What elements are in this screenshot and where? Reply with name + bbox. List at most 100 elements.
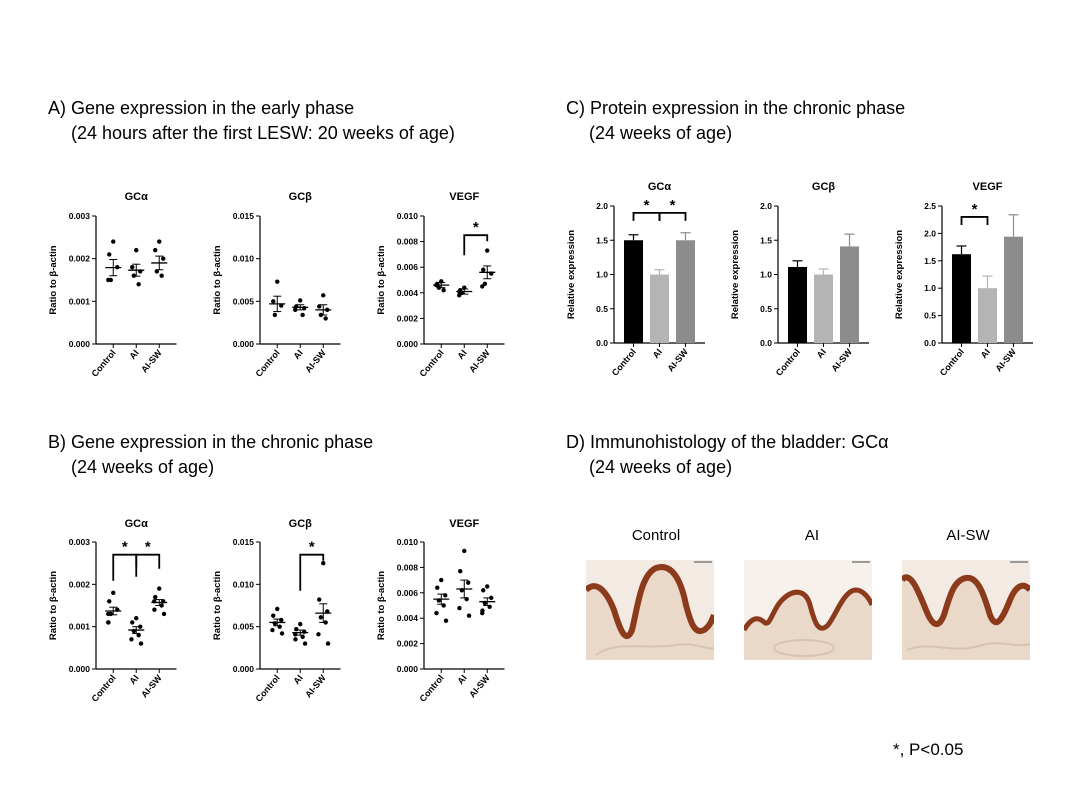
significance-bracket — [112, 553, 138, 581]
y-axis-label: Ratio to β-actin — [212, 571, 223, 640]
y-tick-label: 2.0 — [596, 201, 608, 211]
y-tick-label: 0.003 — [69, 211, 91, 221]
histology-drawing-ai — [744, 560, 872, 660]
y-axis-label: Ratio to β-actin — [48, 245, 59, 314]
significance-bracket — [299, 553, 325, 591]
data-point — [316, 632, 321, 637]
y-axis-label: Relative expression — [894, 230, 905, 319]
x-tick-label: AI-SW — [829, 346, 854, 373]
bar — [788, 266, 807, 343]
data-point — [457, 605, 462, 611]
y-tick-label: 0.000 — [69, 664, 91, 674]
y-tick-label: 1.0 — [760, 270, 772, 280]
data-point — [134, 616, 139, 621]
data-point — [138, 641, 144, 646]
chart-c-vegf: VEGF Relative expression 0.0 0.5 1.0 1.5 2.0 2.… — [894, 181, 1033, 378]
x-tick-label: Control — [90, 673, 118, 704]
data-point — [157, 239, 162, 244]
data-point — [271, 613, 276, 618]
y-tick-label: 0.008 — [397, 562, 419, 572]
x-tick-label: AI — [127, 348, 140, 361]
y-tick-label: 0.0 — [596, 338, 608, 348]
histology-label-control: Control — [631, 527, 681, 544]
y-axis-label: Relative expression — [566, 230, 577, 319]
y-tick-label: 0.002 — [69, 579, 91, 589]
bar — [650, 274, 669, 343]
chart-c-gcb: GCβ Relative expression 0.0 0.5 1.0 1.5 2.0 Con… — [730, 181, 869, 378]
y-tick-label: 0.5 — [596, 304, 608, 314]
bar — [840, 246, 859, 343]
data-point — [318, 615, 324, 620]
x-tick-label: Control — [418, 673, 446, 704]
data-point — [272, 312, 278, 318]
data-point — [435, 585, 440, 590]
section-c-line2: (24 weeks of age) — [589, 123, 733, 143]
data-point — [130, 265, 135, 270]
y-tick-label: 0.004 — [397, 613, 419, 623]
x-tick-label: AI-SW — [303, 672, 328, 699]
y-tick-label: 0.006 — [397, 262, 419, 272]
y-tick-label: 0.003 — [69, 537, 91, 547]
y-tick-label: 0.005 — [233, 622, 255, 632]
chart-c-gca: GCα Relative expression 0.0 0.5 1.0 1.5 2.0 Con… — [566, 181, 705, 378]
data-point — [277, 624, 282, 629]
y-tick-label: 1.0 — [596, 270, 608, 280]
data-point — [107, 599, 112, 604]
data-point — [129, 637, 134, 642]
data-point — [136, 282, 141, 287]
y-axis-label: Relative expression — [730, 230, 741, 319]
chart-title: VEGF — [973, 181, 1003, 193]
bar — [624, 240, 643, 343]
y-tick-label: 0.5 — [924, 311, 936, 321]
significance-marker: * — [122, 539, 128, 556]
data-point — [130, 620, 135, 625]
data-point — [481, 588, 486, 593]
significance-marker: * — [309, 539, 315, 556]
data-point — [111, 590, 116, 595]
data-point — [439, 577, 444, 583]
data-point — [157, 586, 162, 591]
chart-a-vegf: VEGF Ratio to β-actin 0.000 0.002 0.004 0.006… — [376, 191, 505, 379]
y-tick-label: 0.000 — [233, 339, 255, 349]
data-point — [300, 634, 305, 640]
histology-drawing-aisw — [902, 561, 1030, 660]
significance-footnote: *, P<0.05 — [893, 740, 964, 759]
data-point — [317, 597, 322, 602]
x-tick-label: AI-SW — [139, 347, 164, 374]
data-point — [462, 548, 467, 554]
significance-marker: * — [670, 197, 676, 214]
data-point — [153, 594, 158, 600]
y-tick-label: 2.5 — [924, 201, 936, 211]
y-tick-label: 0.0 — [760, 338, 772, 348]
histology-image-aisw — [902, 560, 1030, 660]
x-tick-label: AI-SW — [993, 346, 1018, 373]
data-point — [485, 584, 490, 589]
y-tick-label: 0.010 — [397, 211, 419, 221]
data-point — [107, 252, 112, 257]
data-point — [325, 641, 331, 646]
chart-b-vegf: VEGF Ratio to β-actin 0.000 0.002 0.004 0.006… — [376, 518, 505, 704]
data-point — [153, 247, 158, 253]
histology-label-ai: AI — [804, 527, 820, 544]
x-tick-label: AI — [291, 673, 304, 686]
data-point — [480, 284, 485, 289]
section-c-title: C) Protein expression in the chronic pha… — [566, 96, 905, 146]
y-tick-label: 1.5 — [596, 235, 608, 245]
data-point — [294, 627, 299, 632]
data-point — [298, 298, 303, 303]
x-tick-label: AI — [979, 347, 992, 360]
significance-marker: * — [644, 197, 650, 214]
y-tick-label: 0.000 — [397, 664, 419, 674]
x-tick-label: AI — [291, 348, 304, 361]
significance-bracket — [632, 211, 661, 221]
significance-bracket — [658, 211, 687, 221]
significance-marker: * — [972, 201, 978, 218]
section-b-line1: B) Gene expression in the chronic phase — [48, 432, 374, 452]
y-axis-label: Ratio to β-actin — [48, 571, 59, 640]
data-point — [443, 618, 449, 623]
section-b-title: B) Gene expression in the chronic phase … — [48, 430, 373, 480]
y-tick-label: 0.001 — [69, 296, 91, 306]
data-point — [134, 247, 139, 253]
section-d-title: D) Immunohistology of the bladder: GCα (… — [566, 430, 889, 480]
data-point — [298, 621, 303, 627]
